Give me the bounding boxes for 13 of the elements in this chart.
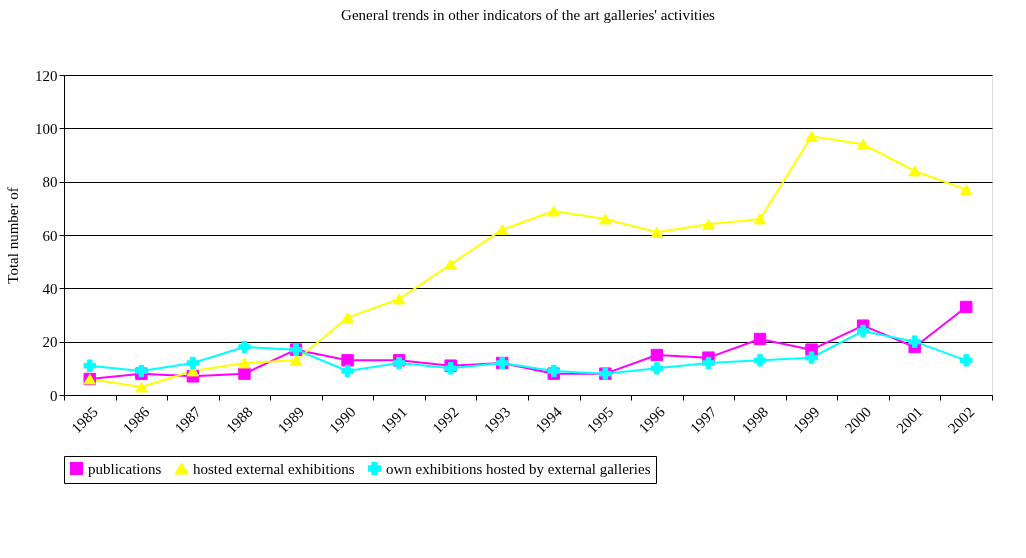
y-tick-label: 120 [35, 67, 58, 84]
y-tick-label: 100 [35, 120, 58, 137]
x-tick-label: 1991 [377, 403, 411, 437]
y-tick-label: 20 [42, 334, 58, 351]
y-tick-label: 0 [50, 387, 58, 404]
y-tick-label: 60 [42, 227, 58, 244]
y-tick-label: 40 [42, 280, 58, 297]
legend-label: hosted external exhibitions [193, 460, 355, 477]
chart-title: General trends in other indicators of the art galleries' activities [341, 7, 716, 23]
y-axis-title: Total number of [5, 187, 21, 284]
legend-label: own exhibitions hosted by external galleries [386, 460, 651, 477]
legend-label: publications [88, 460, 162, 477]
y-tick-label: 80 [42, 174, 58, 191]
